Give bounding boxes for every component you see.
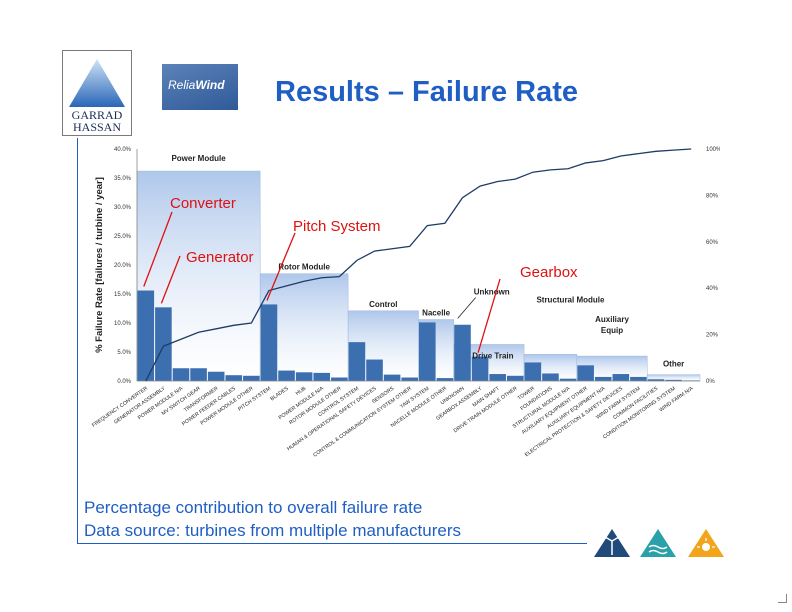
failure-rate-chart: 0.0% 5.0% 10.0% 15.0% 20.0% 25.0% 30.0% 35.0% 40… <box>91 147 720 459</box>
callout-leader <box>477 278 501 353</box>
group-label: Equip <box>601 326 623 335</box>
y-tick-label: 30.0% <box>114 205 132 211</box>
bar <box>278 370 295 381</box>
group-label: Nacelle <box>422 309 451 318</box>
group-label: Power Module <box>171 154 226 163</box>
bar <box>647 379 665 381</box>
corner-mark <box>778 594 787 603</box>
bar <box>542 373 559 381</box>
bar <box>506 375 524 381</box>
y2-tick-label: 20% <box>706 333 719 339</box>
frame-bottom-rule <box>77 543 587 544</box>
y-tick-label: 25.0% <box>114 234 132 240</box>
group-label: Rotor Module <box>278 263 330 272</box>
bar <box>348 342 366 381</box>
y2-tick-label: 40% <box>706 286 719 292</box>
caption-line2: Data source: turbines from multiple manu… <box>84 521 461 540</box>
x-tick-label: BLADES <box>269 385 290 402</box>
unknown-label: Unknown <box>474 288 510 297</box>
bar <box>207 371 225 381</box>
logo-part1: Relia <box>168 78 196 92</box>
bar <box>665 379 682 381</box>
bar <box>401 377 418 381</box>
callout-label: Generator <box>186 249 254 266</box>
unknown-leader <box>457 297 476 319</box>
logo-part2: Wind <box>195 78 225 92</box>
y-tick-label: 40.0% <box>114 147 132 153</box>
group-label: Auxiliary <box>595 315 629 324</box>
callout-label: Pitch System <box>293 218 381 235</box>
y-tick-label: 20.0% <box>114 263 132 269</box>
y-tick-label: 15.0% <box>114 292 132 298</box>
bar <box>594 376 612 381</box>
garrad-hassan-logo: GARRAD HASSAN <box>62 50 132 136</box>
bar <box>331 377 348 381</box>
bar <box>295 372 313 381</box>
callout-leader <box>266 232 296 301</box>
bottom-logos <box>594 529 724 557</box>
logo-triangle-icon <box>69 59 125 107</box>
bar <box>630 376 647 381</box>
wave-energy-icon <box>640 529 676 557</box>
bar <box>383 374 401 381</box>
y-tick-label: 5.0% <box>117 350 131 356</box>
solar-energy-icon <box>688 529 724 557</box>
bar <box>436 378 454 381</box>
bar <box>137 290 155 381</box>
bar <box>454 324 471 381</box>
group-label: Control <box>369 300 397 309</box>
bar <box>260 304 278 381</box>
group-label: Structural Module <box>536 295 605 304</box>
bar <box>243 375 260 381</box>
caption-line1: Percentage contribution to overall failu… <box>84 498 423 517</box>
callout-leader <box>160 255 181 304</box>
y-tick-label: 35.0% <box>114 176 132 182</box>
bar <box>577 365 594 381</box>
frame-left-rule <box>77 138 78 544</box>
logo-line1: GARRAD <box>71 108 123 122</box>
y2-tick-label: 80% <box>706 193 719 199</box>
page-title: Results – Failure Rate <box>275 76 578 108</box>
bar <box>559 378 577 381</box>
reliawind-logo: ReliaWind <box>162 64 238 110</box>
bar <box>612 374 630 381</box>
bar <box>155 307 172 381</box>
bar <box>313 372 331 381</box>
bar <box>172 368 190 381</box>
bar <box>366 359 383 381</box>
cumulative-line <box>145 148 692 382</box>
bar <box>471 356 489 381</box>
bar <box>419 322 436 381</box>
y-tick-label: 0.0% <box>117 379 131 385</box>
y2-tick-label: 0% <box>706 379 715 385</box>
wind-turbine-icon <box>594 529 630 557</box>
reliawind-logo-text: ReliaWind <box>168 78 225 92</box>
bar <box>524 362 542 381</box>
x-tick-label: HUB <box>295 385 308 397</box>
y-axis-title: % Failure Rate [failures / turbine / yea… <box>94 177 105 353</box>
callout-label: Converter <box>170 195 236 212</box>
logo-line2: HASSAN <box>72 120 121 134</box>
y-tick-label: 10.0% <box>114 321 132 327</box>
y2-tick-label: 60% <box>706 240 719 246</box>
group-label: Other <box>663 360 684 369</box>
bar <box>190 368 207 381</box>
group-label: Drive Train <box>472 351 513 360</box>
callout-leader <box>143 211 173 287</box>
y2-tick-label: 100% <box>706 147 720 153</box>
bar <box>225 375 243 381</box>
bar <box>489 374 506 381</box>
x-tick-label: PITCH SYSTEM <box>237 386 272 413</box>
callout-label: Gearbox <box>520 264 578 281</box>
